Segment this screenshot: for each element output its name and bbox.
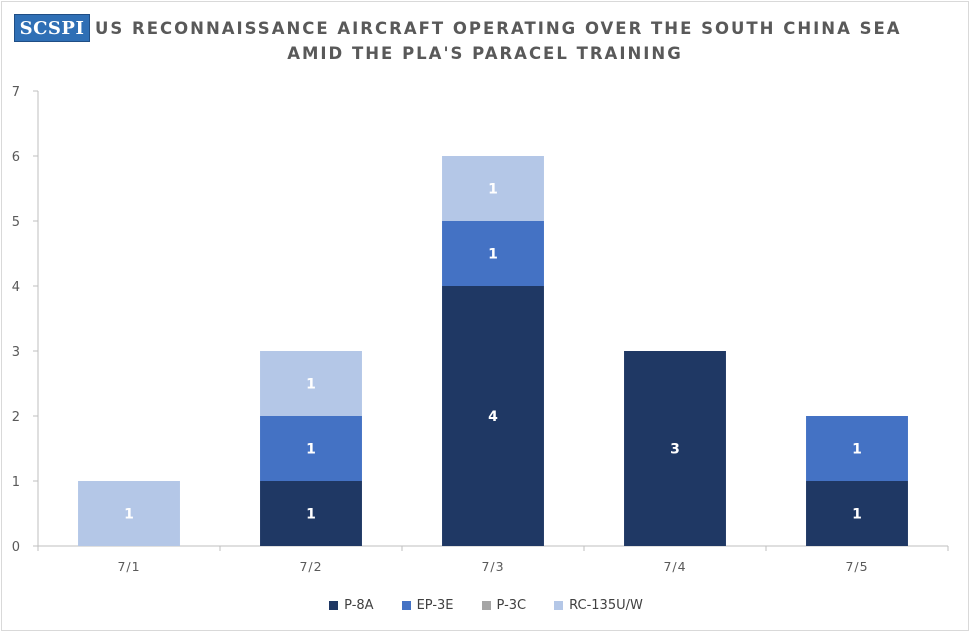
x-tick-label: 7/3 — [481, 559, 504, 574]
bar-segment — [442, 221, 544, 286]
data-label: 1 — [488, 182, 498, 198]
bar-segment — [78, 481, 180, 546]
data-label: 1 — [852, 507, 862, 523]
data-label: 1 — [852, 442, 862, 458]
data-label: 1 — [306, 377, 316, 393]
legend-swatch — [401, 601, 411, 610]
x-tick-label: 7/5 — [845, 559, 868, 574]
bar-segment — [260, 351, 362, 416]
x-tick-label: 7/2 — [299, 559, 322, 574]
x-tick-label: 7/1 — [117, 559, 140, 574]
legend-swatch — [329, 601, 339, 610]
data-label: 1 — [306, 507, 316, 523]
legend-item: EP-3E — [401, 598, 454, 613]
bar-segment — [624, 351, 726, 546]
legend-label: P-3C — [496, 598, 527, 613]
y-tick-label: 4 — [12, 280, 20, 295]
legend-label: EP-3E — [416, 598, 454, 613]
data-label: 3 — [670, 442, 680, 458]
y-tick-label: 5 — [12, 215, 20, 230]
chart-legend: P-8A EP-3E P-3C RC-135U/W — [0, 598, 972, 613]
bar-segment — [442, 156, 544, 221]
bar-segment — [260, 481, 362, 546]
legend-swatch — [554, 601, 564, 610]
y-tick-label: 3 — [12, 345, 20, 360]
data-label: 1 — [488, 247, 498, 263]
legend-label: RC-135U/W — [569, 598, 643, 613]
x-tick-label: 7/4 — [663, 559, 686, 574]
chart-title-line-2: AMID THE PLA'S PARACEL TRAINING — [287, 44, 683, 63]
bar-segment — [806, 416, 908, 481]
bar-segment — [442, 286, 544, 546]
logo-text: SCSPI — [19, 17, 85, 39]
chart-title-line-1: US RECONNAISSANCE AIRCRAFT OPERATING OVE… — [95, 19, 902, 38]
bar-segment — [260, 416, 362, 481]
legend-item: P-3C — [481, 598, 527, 613]
legend-label: P-8A — [344, 598, 374, 613]
y-tick-label: 0 — [12, 540, 20, 555]
y-tick-label: 7 — [12, 85, 20, 100]
data-label: 1 — [124, 507, 134, 523]
legend-swatch — [481, 601, 491, 610]
y-tick-label: 1 — [12, 475, 20, 490]
data-label: 4 — [488, 409, 498, 425]
chart-title: US RECONNAISSANCE AIRCRAFT OPERATING OVE… — [95, 16, 902, 66]
scspi-logo: SCSPI — [14, 14, 90, 42]
data-label: 1 — [306, 442, 316, 458]
legend-item: RC-135U/W — [554, 598, 643, 613]
y-tick-label: 6 — [12, 150, 20, 165]
bar-segment — [806, 481, 908, 546]
y-tick-label: 2 — [12, 410, 20, 425]
legend-item: P-8A — [329, 598, 374, 613]
